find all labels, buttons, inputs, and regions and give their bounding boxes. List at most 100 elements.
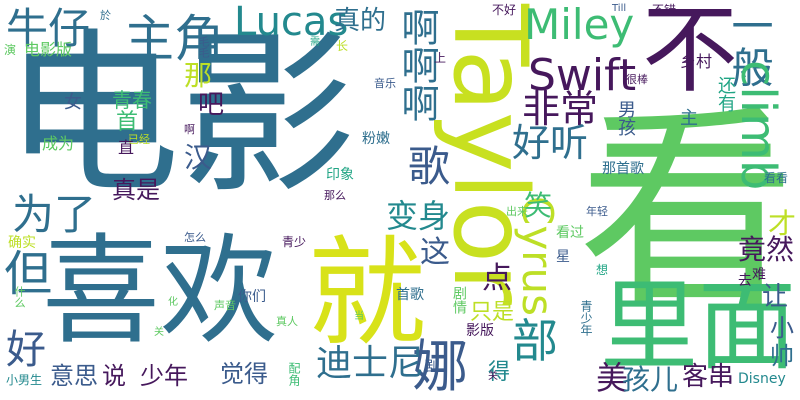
word: 化	[168, 297, 178, 308]
word: 汉	[184, 141, 213, 174]
word: 电影版	[24, 40, 73, 59]
word: 看看	[764, 171, 789, 185]
word: 主	[680, 108, 698, 129]
word: 说	[102, 362, 126, 390]
word: 影版	[466, 323, 494, 339]
word: 小	[770, 314, 794, 342]
word: 很棒	[626, 73, 648, 86]
word: 首歌	[396, 287, 424, 303]
word: 那么	[324, 189, 346, 202]
word: 真人	[276, 315, 298, 328]
word: 音乐	[374, 77, 396, 90]
word: 笑	[524, 189, 553, 222]
word: 不好	[492, 3, 517, 17]
word: 需	[310, 37, 320, 48]
word: Till	[612, 3, 627, 14]
word: 让	[762, 282, 789, 312]
word: 青少	[282, 235, 307, 249]
word: 美	[596, 359, 629, 397]
word: 已经	[128, 133, 150, 146]
word: 确实	[8, 235, 36, 251]
word: 那首歌	[602, 161, 644, 177]
word: 直	[118, 138, 135, 157]
word: 意思	[50, 362, 98, 390]
word: 关	[154, 327, 164, 338]
word: 演	[4, 43, 17, 57]
word: 不错	[652, 3, 677, 17]
word: 点	[482, 261, 512, 296]
word: 得	[488, 360, 511, 385]
word: 好听	[512, 121, 589, 165]
word: 怎么	[184, 231, 206, 244]
word: 你们	[238, 289, 266, 305]
word: 帅	[770, 342, 794, 370]
word: 配角	[287, 362, 301, 386]
word: 吧	[198, 90, 225, 120]
word: Cyrus	[513, 196, 562, 316]
word: 牛仔	[6, 4, 91, 53]
word: 少年	[140, 362, 188, 390]
word: 这	[420, 235, 450, 270]
word: 一般	[725, 4, 774, 88]
word: 为了	[12, 190, 97, 239]
word: 好	[6, 327, 46, 373]
word: Swift	[528, 50, 637, 101]
word: 只是	[470, 300, 515, 325]
word: 看	[578, 87, 796, 340]
word: 印象	[326, 167, 354, 183]
word: 就	[308, 224, 427, 362]
word: 小男生	[6, 373, 43, 387]
word: 电影	[4, 13, 357, 218]
word: 不	[642, 0, 738, 106]
word: 看过	[556, 225, 584, 241]
word: 迪士尼	[316, 343, 425, 384]
word: 於	[100, 9, 111, 22]
word: 剧情	[451, 286, 467, 314]
word: 青春	[112, 88, 152, 112]
word: 上	[434, 51, 447, 65]
word: 歌	[408, 142, 451, 191]
word: 喜欢	[42, 222, 279, 360]
word: 真是	[112, 176, 160, 204]
word: 啊	[184, 123, 195, 136]
word: Miley	[524, 0, 635, 49]
word: 娜	[412, 335, 468, 400]
word: 声音	[214, 299, 236, 312]
word: 但	[4, 246, 53, 302]
word: 客串	[682, 362, 735, 392]
word: 年轻	[586, 205, 608, 218]
word: 男孩	[615, 100, 636, 136]
word: 乡村	[680, 52, 713, 71]
word: 主角	[124, 10, 224, 68]
word: 青少年	[579, 300, 593, 336]
word: Taylor	[430, 4, 549, 305]
word: Disney	[738, 371, 786, 387]
word: 非常	[522, 87, 599, 131]
word: 什么	[13, 286, 26, 308]
word: climb	[730, 60, 786, 191]
word: 关	[488, 371, 498, 382]
word: 那	[184, 59, 213, 92]
word: 剧	[424, 359, 438, 375]
word: 粉嫩	[362, 131, 390, 147]
word: Lucas	[234, 0, 349, 45]
word: 才	[768, 207, 797, 240]
word: 星	[556, 249, 570, 265]
word: 孩儿	[622, 363, 679, 396]
word: 还有	[715, 76, 736, 112]
word: 女	[64, 92, 82, 113]
word: 里面	[600, 270, 797, 384]
word: 首	[116, 110, 139, 135]
word: 竟然	[738, 233, 795, 266]
word: 长	[336, 39, 349, 53]
word: 成为	[42, 134, 75, 153]
word: 去	[738, 273, 752, 289]
word: 毛毛	[197, 36, 210, 58]
word: 难	[752, 267, 766, 283]
word: 当	[354, 311, 364, 322]
word: 觉得	[220, 360, 268, 388]
word: 想	[596, 263, 609, 277]
word: 变身	[386, 197, 451, 235]
word: 真的	[334, 6, 387, 36]
